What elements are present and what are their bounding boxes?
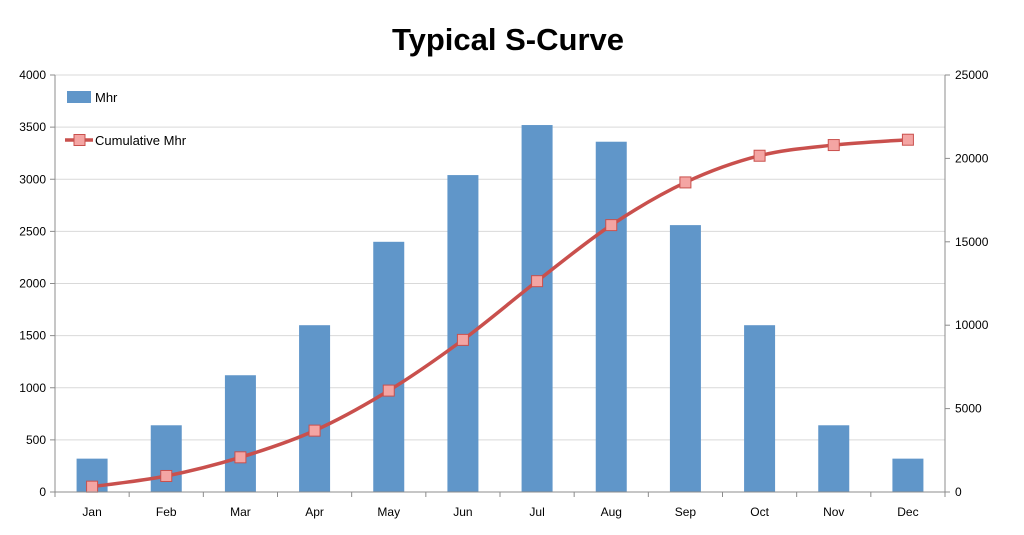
y2-tick-label: 20000 bbox=[955, 151, 989, 165]
line-marker bbox=[308, 424, 321, 437]
y-tick-label: 4000 bbox=[19, 68, 46, 82]
x-tick-label: Aug bbox=[601, 505, 622, 519]
bar bbox=[299, 325, 331, 492]
bar bbox=[818, 425, 850, 492]
line-marker bbox=[160, 469, 173, 482]
bar bbox=[224, 375, 256, 492]
x-tick-label: Feb bbox=[156, 505, 177, 519]
legend-label-cumulative-mhr: Cumulative Mhr bbox=[95, 133, 187, 148]
y-tick-label: 3500 bbox=[19, 120, 46, 134]
bar bbox=[373, 241, 405, 492]
bar bbox=[595, 141, 627, 492]
y2-tick-label: 15000 bbox=[955, 235, 989, 249]
bar bbox=[744, 325, 776, 492]
x-tick-label: May bbox=[377, 505, 400, 519]
y2-tick-label: 0 bbox=[955, 485, 962, 499]
x-tick-label: Sep bbox=[675, 505, 697, 519]
chart-title: Typical S-Curve bbox=[392, 22, 624, 57]
x-tick-label: Dec bbox=[897, 505, 918, 519]
y-tick-label: 1500 bbox=[19, 329, 46, 343]
x-tick-label: Jul bbox=[529, 505, 544, 519]
x-tick-label: Nov bbox=[823, 505, 844, 519]
line-marker bbox=[382, 384, 395, 397]
line-marker bbox=[679, 176, 692, 189]
y-tick-label: 0 bbox=[39, 485, 46, 499]
x-tick-label: Mar bbox=[230, 505, 251, 519]
legend-label-mhr: Mhr bbox=[95, 90, 118, 105]
line-marker bbox=[827, 139, 840, 152]
line-marker bbox=[234, 451, 247, 464]
line-marker bbox=[456, 333, 469, 346]
y-tick-label: 500 bbox=[26, 433, 46, 447]
line-marker bbox=[86, 480, 99, 493]
line-series-cumulative-mhr bbox=[86, 133, 914, 493]
bar bbox=[150, 425, 182, 492]
line-marker bbox=[605, 219, 618, 232]
line-marker bbox=[753, 149, 766, 162]
y-tick-label: 3000 bbox=[19, 172, 46, 186]
y2-tick-label: 25000 bbox=[955, 68, 989, 82]
bar-series-mhr bbox=[76, 125, 924, 492]
legend-swatch-mhr bbox=[67, 91, 91, 103]
bar bbox=[669, 225, 701, 492]
line-marker bbox=[901, 133, 914, 146]
line-marker bbox=[531, 275, 544, 288]
gridlines bbox=[55, 74, 945, 441]
x-tick-label: Jan bbox=[82, 505, 101, 519]
x-tick-label: Apr bbox=[305, 505, 324, 519]
y2-tick-label: 10000 bbox=[955, 318, 989, 332]
legend-marker-cumulative-mhr bbox=[73, 134, 86, 146]
legend: Mhr Cumulative Mhr bbox=[65, 90, 187, 148]
x-tick-label: Oct bbox=[750, 505, 769, 519]
cumulative-line bbox=[91, 137, 909, 489]
x-tick-label: Jun bbox=[453, 505, 472, 519]
y-tick-label: 1000 bbox=[19, 381, 46, 395]
bar bbox=[892, 458, 924, 492]
y-tick-label: 2500 bbox=[19, 224, 46, 238]
y-tick-label: 2000 bbox=[19, 277, 46, 291]
y2-tick-label: 5000 bbox=[955, 402, 982, 416]
axes: 0 500 1000 1500 2000 2500 3000 3500 4000 0 5000 100… bbox=[19, 68, 988, 519]
bar bbox=[521, 125, 553, 492]
